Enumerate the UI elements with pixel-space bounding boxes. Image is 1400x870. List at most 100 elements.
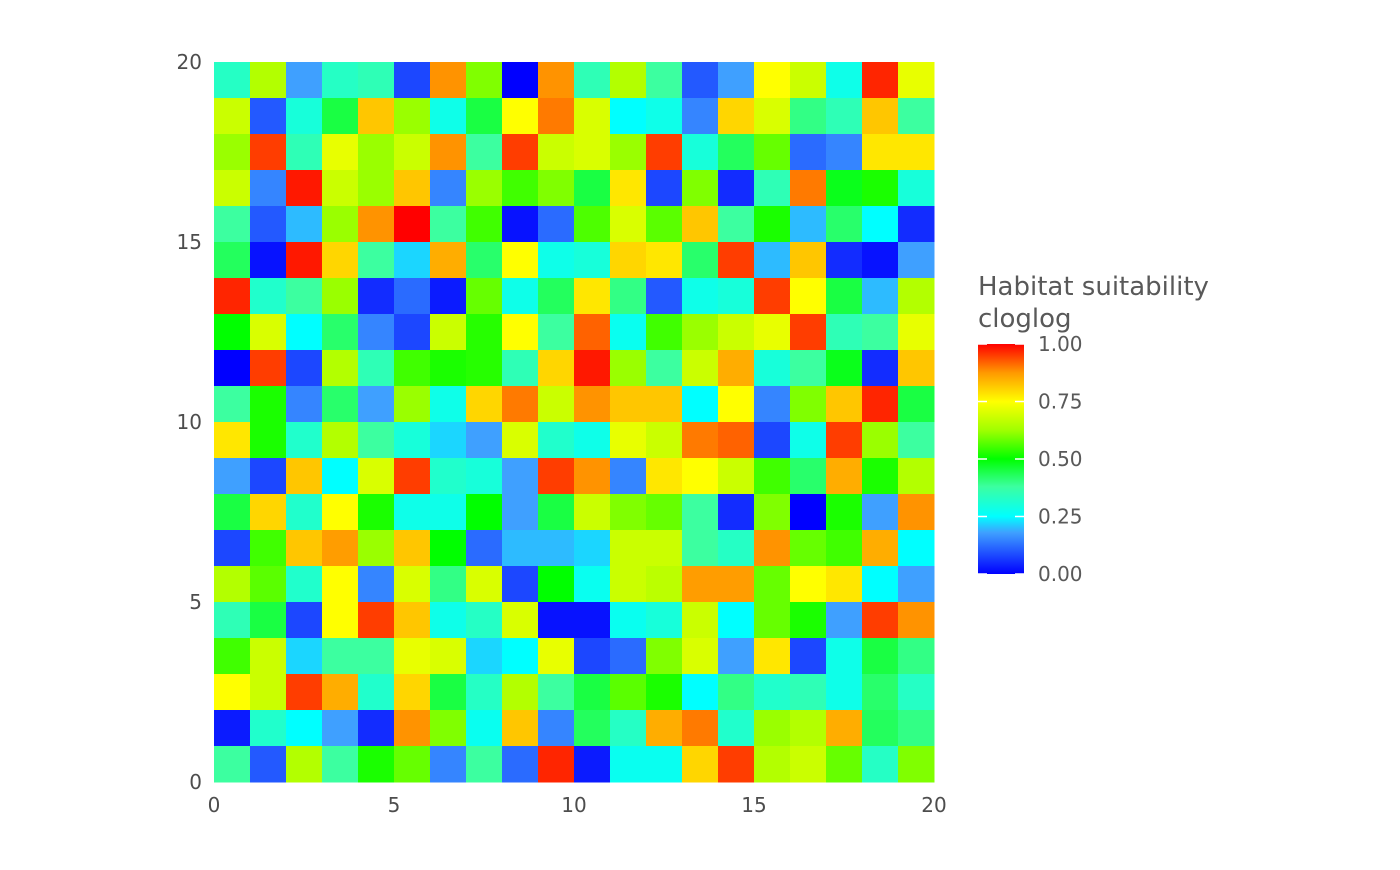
color-legend: Habitat suitability cloglog 0.00 0.25 0.50… (978, 272, 1209, 586)
heatmap-cell (250, 314, 287, 351)
heatmap-cell (790, 242, 827, 279)
heatmap-cell (718, 638, 755, 675)
heatmap-cell (538, 350, 575, 387)
heatmap-cell (646, 350, 683, 387)
heatmap-cell (574, 674, 611, 711)
legend-tick-label: 0.50 (1038, 447, 1083, 471)
heatmap-cell (862, 602, 899, 639)
heatmap-cell (250, 62, 287, 99)
heatmap-cell (610, 566, 647, 603)
heatmap-cell (538, 206, 575, 243)
heatmap-cell (358, 494, 395, 531)
heatmap-cell (718, 170, 755, 207)
heatmap-cell (538, 314, 575, 351)
heatmap-cell (826, 242, 863, 279)
heatmap-cell (430, 746, 467, 783)
heatmap-cell (862, 314, 899, 351)
heatmap-cell (790, 458, 827, 495)
heatmap-cell (358, 638, 395, 675)
heatmap-cell (214, 710, 251, 747)
heatmap-cell (322, 494, 359, 531)
heatmap-cell (250, 494, 287, 531)
heatmap-cell (322, 134, 359, 171)
heatmap-cell (322, 530, 359, 567)
x-tick-label: 5 (388, 793, 401, 817)
heatmap-cell (466, 134, 503, 171)
heatmap-cell (574, 98, 611, 135)
y-tick-label: 20 (177, 50, 202, 74)
heatmap-cell (646, 458, 683, 495)
heatmap-cell (214, 62, 251, 99)
heatmap-cell (286, 566, 323, 603)
heatmap-cell (826, 134, 863, 171)
heatmap-cell (826, 638, 863, 675)
heatmap-cell (826, 566, 863, 603)
heatmap-cell (322, 566, 359, 603)
heatmap-cell (610, 98, 647, 135)
heatmap-cell (466, 386, 503, 423)
heatmap-cell (214, 314, 251, 351)
heatmap-cell (358, 566, 395, 603)
heatmap-cell (250, 134, 287, 171)
heatmap-cell (682, 386, 719, 423)
heatmap-cell (394, 170, 431, 207)
heatmap-cell (826, 674, 863, 711)
heatmap-cell (466, 242, 503, 279)
heatmap-cell (502, 566, 539, 603)
heatmap-cell (610, 494, 647, 531)
heatmap-cell (466, 206, 503, 243)
heatmap-cell (466, 314, 503, 351)
heatmap-cell (610, 278, 647, 315)
heatmap-cell (610, 206, 647, 243)
heatmap-cell (574, 710, 611, 747)
heatmap-cell (574, 458, 611, 495)
heatmap-cell (286, 494, 323, 531)
heatmap-cell (394, 386, 431, 423)
heatmap-cell (214, 494, 251, 531)
heatmap-cell (286, 242, 323, 279)
heatmap-cell (646, 278, 683, 315)
heatmap-cells (214, 62, 935, 783)
heatmap-cell (358, 242, 395, 279)
heatmap-cell (358, 62, 395, 99)
heatmap-cell (214, 386, 251, 423)
heatmap-cell (394, 422, 431, 459)
heatmap-cell (826, 350, 863, 387)
heatmap-cell (394, 638, 431, 675)
heatmap-cell (322, 674, 359, 711)
heatmap-cell (574, 134, 611, 171)
heatmap-cell (502, 62, 539, 99)
heatmap-cell (250, 566, 287, 603)
heatmap-cell (358, 674, 395, 711)
heatmap-cell (574, 206, 611, 243)
heatmap-cell (430, 530, 467, 567)
heatmap-cell (502, 314, 539, 351)
heatmap-cell (250, 674, 287, 711)
y-tick-label: 5 (189, 590, 202, 614)
heatmap-cell (322, 422, 359, 459)
heatmap-cell (358, 530, 395, 567)
heatmap-cell (574, 170, 611, 207)
heatmap-cell (358, 602, 395, 639)
heatmap-cell (718, 62, 755, 99)
heatmap-cell (502, 746, 539, 783)
heatmap-cell (610, 242, 647, 279)
heatmap-cell (682, 746, 719, 783)
heatmap-cell (538, 602, 575, 639)
x-tick-label: 15 (741, 793, 766, 817)
heatmap-cell (538, 134, 575, 171)
heatmap-cell (646, 710, 683, 747)
heatmap-cell (682, 674, 719, 711)
heatmap-cell (610, 746, 647, 783)
heatmap-cell (394, 62, 431, 99)
heatmap-cell (682, 242, 719, 279)
heatmap-cell (214, 746, 251, 783)
heatmap-cell (754, 566, 791, 603)
heatmap-cell (898, 422, 935, 459)
heatmap-cell (502, 350, 539, 387)
heatmap-cell (574, 746, 611, 783)
heatmap-cell (790, 710, 827, 747)
heatmap-cell (358, 134, 395, 171)
heatmap-cell (214, 278, 251, 315)
